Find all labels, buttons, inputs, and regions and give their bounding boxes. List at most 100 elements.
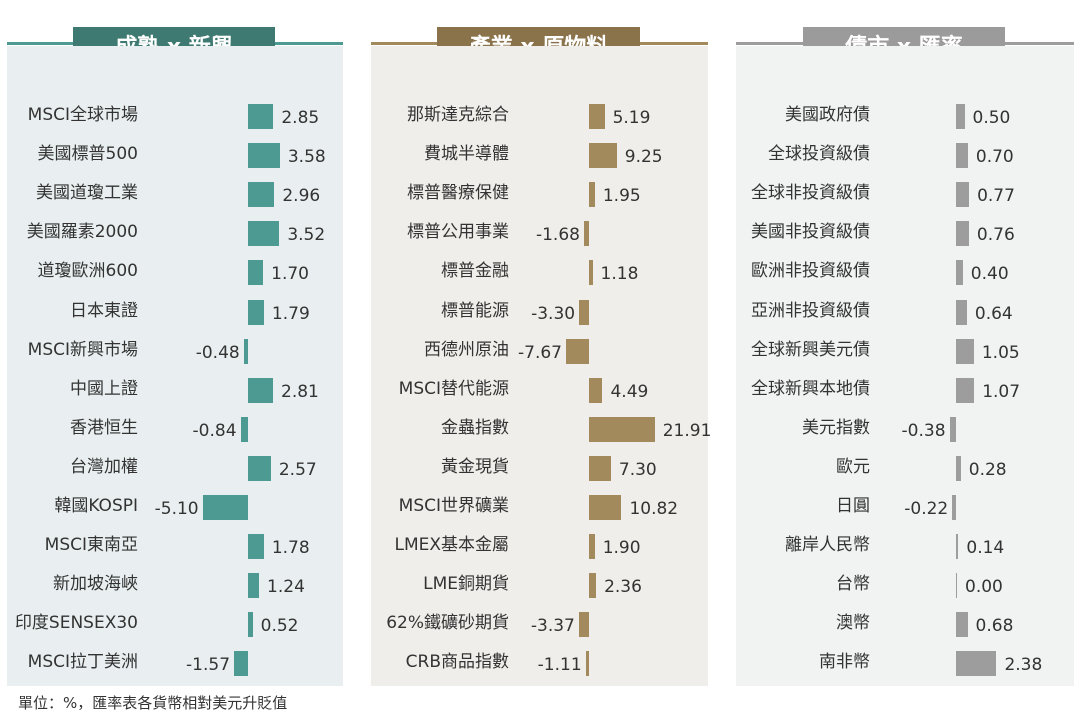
bar-row: 費城半導體 9.25 <box>371 135 708 174</box>
category-label: 歐元 <box>836 456 870 477</box>
bar <box>234 651 248 677</box>
value-label: 2.81 <box>281 381 319 402</box>
category-label: 澳幣 <box>836 613 870 634</box>
value-label: 2.85 <box>281 108 320 128</box>
category-label: CRB商品指數 <box>405 652 509 673</box>
bar <box>956 573 957 599</box>
value-label: 0.77 <box>977 186 1015 207</box>
category-label: 62%鐵礦砂期貨 <box>386 613 509 634</box>
bar-row: 離岸人民幣 0.14 <box>736 526 1074 565</box>
category-label: 全球新興本地債 <box>751 378 870 399</box>
bar <box>248 104 274 129</box>
value-label: -1.11 <box>537 655 582 676</box>
bar-row: 日本東證 1.79 <box>7 292 343 331</box>
bar-row: 新加坡海峽 1.24 <box>7 565 343 604</box>
chart-panel: 那斯達克綜合 5.19 費城半導體 9.25 標普醫療保健 1.95 標普公用事業 -1.68… <box>371 46 711 686</box>
category-label: 中國上證 <box>70 378 138 399</box>
bar <box>248 612 253 638</box>
bar-row: MSCI東南亞 1.78 <box>7 526 343 565</box>
panel-background <box>736 46 1074 686</box>
category-label: 美國標普500 <box>37 144 138 165</box>
bar <box>956 104 965 129</box>
bar-row: LMEX基本金屬 1.90 <box>371 526 708 565</box>
category-label: 台灣加權 <box>70 456 138 477</box>
bar <box>248 455 271 481</box>
bar <box>589 573 597 599</box>
bar-row: 全球新興美元債 1.05 <box>736 331 1074 370</box>
value-label: 10.82 <box>629 499 679 519</box>
category-label: 標普醫療保健 <box>407 183 509 204</box>
bar <box>579 299 589 325</box>
value-label: -1.57 <box>186 655 231 676</box>
value-label: 0.76 <box>976 225 1015 246</box>
bar-row: 台幣 0.00 <box>736 565 1074 604</box>
chart-panel: 美國政府債 0.50 全球投資級債 0.70 全球非投資級債 0.77 美國非投資級債 0.7… <box>736 46 1074 686</box>
value-label: -3.30 <box>531 303 576 324</box>
category-label: 韓國KOSPI <box>54 496 138 516</box>
value-label: 1.78 <box>271 538 310 559</box>
bar <box>565 338 589 364</box>
bar-row: 西德州原油 -7.67 <box>371 331 708 370</box>
category-label: 黃金現貨 <box>441 456 509 477</box>
bar-row: MSCI替代能源 4.49 <box>371 370 708 409</box>
category-label: 全球新興美元債 <box>751 339 870 360</box>
value-label: 0.28 <box>968 459 1007 480</box>
value-label: 0.52 <box>260 616 299 637</box>
bar <box>585 651 589 677</box>
value-label: 7.30 <box>618 459 657 480</box>
bar <box>956 651 997 677</box>
bar-row: MSCI全球市場 2.85 <box>7 96 343 135</box>
category-label: 美元指數 <box>802 417 870 438</box>
bar-row: 全球非投資級債 0.77 <box>736 174 1074 213</box>
category-label: 美國非投資級債 <box>751 222 870 243</box>
bar <box>949 416 956 442</box>
bar <box>956 221 969 247</box>
category-label: MSCI世界礦業 <box>398 496 509 516</box>
bar <box>248 143 280 169</box>
value-label: 1.90 <box>602 538 641 559</box>
bar <box>589 455 611 481</box>
bar <box>248 573 260 599</box>
value-label: 3.58 <box>287 147 326 168</box>
chart-panel: MSCI全球市場 2.85 美國標普500 3.58 美國道瓊工業 2.96 美國羅素200… <box>7 46 343 686</box>
bar-row: 標普能源 -3.30 <box>371 292 708 331</box>
value-label: 9.25 <box>624 147 663 168</box>
category-label: MSCI替代能源 <box>398 378 509 399</box>
value-label: 1.07 <box>982 381 1021 402</box>
bar-row: 韓國KOSPI -5.10 <box>7 487 343 526</box>
bar-row: 中國上證 2.81 <box>7 370 343 409</box>
category-label: 全球非投資級債 <box>751 183 870 204</box>
bar <box>956 182 970 208</box>
value-label: -5.10 <box>154 499 199 519</box>
value-label: -7.67 <box>518 342 562 363</box>
category-label: 美國道瓊工業 <box>36 183 138 204</box>
category-label: 金蟲指數 <box>441 417 509 438</box>
category-label: 美國政府債 <box>785 105 870 125</box>
bar <box>248 221 280 247</box>
bar-row: 歐洲非投資級債 0.40 <box>736 252 1074 291</box>
category-label: 新加坡海峽 <box>53 574 138 595</box>
bar <box>956 299 967 325</box>
panel-background <box>371 46 708 686</box>
value-label: 1.24 <box>267 577 305 598</box>
value-label: 2.38 <box>1004 655 1043 676</box>
bar-row: CRB商品指數 -1.11 <box>371 643 708 682</box>
value-label: 4.49 <box>610 381 649 402</box>
bar <box>248 377 273 403</box>
category-label: 台幣 <box>836 574 870 595</box>
category-label: 道瓊歐洲600 <box>37 261 138 282</box>
bar <box>202 495 248 520</box>
bar <box>248 299 264 325</box>
value-label: 0.00 <box>965 577 1003 598</box>
bar <box>956 612 968 638</box>
value-label: -0.48 <box>195 342 240 363</box>
value-label: -0.38 <box>901 420 946 441</box>
value-label: 1.95 <box>602 186 641 207</box>
value-label: 1.70 <box>271 264 309 285</box>
category-label: LMEX基本金屬 <box>394 535 509 556</box>
bar <box>589 377 603 403</box>
value-label: 0.64 <box>974 303 1013 324</box>
bar-row: 美國政府債 0.50 <box>736 96 1074 135</box>
bar <box>589 104 605 129</box>
bar-row: 美國標普500 3.58 <box>7 135 343 174</box>
